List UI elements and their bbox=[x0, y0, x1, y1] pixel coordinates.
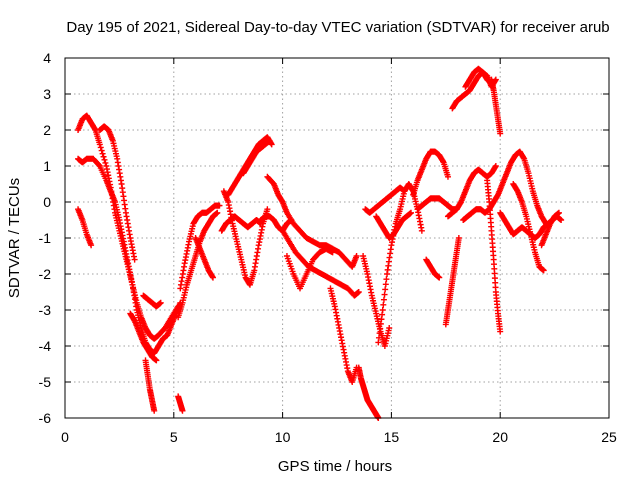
data-point bbox=[436, 274, 443, 281]
series-s28 bbox=[442, 235, 462, 328]
data-point bbox=[353, 253, 360, 259]
data-point bbox=[455, 235, 462, 241]
data-point bbox=[101, 156, 108, 163]
series-s17 bbox=[264, 173, 360, 270]
series-s21 bbox=[355, 364, 382, 421]
series-s6 bbox=[127, 310, 160, 364]
data-point bbox=[492, 163, 499, 169]
data-point bbox=[407, 209, 414, 216]
x-axis-label: GPS time / hours bbox=[278, 458, 392, 475]
data-points bbox=[75, 65, 565, 421]
series-s30 bbox=[444, 163, 499, 220]
series-s33 bbox=[488, 76, 504, 137]
series-s24 bbox=[362, 184, 408, 216]
series-s15 bbox=[218, 213, 264, 234]
data-point bbox=[382, 281, 389, 288]
data-point bbox=[100, 153, 107, 160]
data-point bbox=[264, 206, 271, 213]
series-s34 bbox=[484, 177, 504, 335]
series-s23 bbox=[375, 181, 425, 346]
y-tick-label: -5 bbox=[39, 374, 52, 390]
data-point bbox=[555, 209, 562, 216]
data-point bbox=[386, 325, 393, 331]
data-point bbox=[88, 242, 95, 249]
data-point bbox=[209, 274, 216, 281]
y-tick-label: -3 bbox=[39, 302, 52, 318]
series-s8 bbox=[175, 393, 186, 414]
series-s38 bbox=[538, 209, 562, 249]
y-tick-label: 1 bbox=[43, 158, 51, 174]
data-point bbox=[96, 141, 103, 148]
series-s2 bbox=[75, 155, 182, 342]
data-point bbox=[179, 407, 186, 414]
series-s18 bbox=[279, 227, 362, 299]
data-point bbox=[497, 328, 504, 335]
y-tick-label: -2 bbox=[39, 266, 52, 282]
series-s35 bbox=[460, 148, 549, 227]
y-tick-label: -6 bbox=[39, 410, 52, 426]
series-s26 bbox=[414, 195, 460, 213]
data-point bbox=[157, 299, 164, 306]
data-point bbox=[95, 161, 102, 168]
series-s7 bbox=[142, 357, 158, 414]
data-point bbox=[558, 217, 565, 223]
series-s20 bbox=[327, 285, 360, 385]
x-tick-label: 5 bbox=[170, 429, 178, 445]
series-s27 bbox=[410, 148, 451, 198]
data-point bbox=[102, 159, 109, 166]
data-point bbox=[151, 407, 158, 414]
x-tick-label: 25 bbox=[601, 429, 617, 445]
data-point bbox=[98, 147, 105, 154]
data-point bbox=[381, 291, 388, 298]
series-s19 bbox=[283, 245, 336, 292]
data-point bbox=[401, 188, 408, 195]
data-point bbox=[355, 289, 362, 295]
y-axis-label: SDTVAR / TECUs bbox=[6, 178, 23, 298]
chart-title: Day 195 of 2021, Sidereal Day-to-day VTE… bbox=[66, 19, 609, 36]
data-point bbox=[97, 144, 104, 151]
series-s16 bbox=[257, 213, 295, 234]
data-point bbox=[540, 267, 547, 274]
series-s37 bbox=[510, 181, 547, 274]
data-point bbox=[329, 249, 336, 256]
y-tick-label: 0 bbox=[43, 194, 51, 210]
x-tick-label: 15 bbox=[384, 429, 400, 445]
series-s22 bbox=[360, 253, 393, 349]
data-point bbox=[99, 150, 106, 157]
series-s29 bbox=[423, 256, 443, 281]
series-s14 bbox=[240, 137, 273, 177]
data-point bbox=[268, 141, 275, 148]
data-point bbox=[216, 202, 223, 209]
data-point bbox=[380, 296, 387, 303]
data-point bbox=[497, 130, 504, 137]
data-point bbox=[418, 227, 425, 234]
data-point bbox=[266, 137, 273, 144]
data-point bbox=[444, 173, 451, 180]
x-tick-label: 10 bbox=[275, 429, 291, 445]
series-s9 bbox=[177, 202, 223, 292]
x-tick-label: 20 bbox=[492, 429, 508, 445]
data-point bbox=[383, 276, 390, 283]
data-point bbox=[131, 256, 138, 263]
data-point bbox=[153, 357, 160, 364]
series-s4 bbox=[75, 206, 95, 249]
data-point bbox=[382, 286, 389, 293]
series-s11 bbox=[192, 235, 216, 281]
y-tick-label: 2 bbox=[43, 122, 51, 138]
series-s25 bbox=[373, 209, 414, 241]
data-point bbox=[380, 301, 387, 308]
y-tick-label: 3 bbox=[43, 86, 51, 102]
series-s10 bbox=[175, 209, 221, 321]
data-point bbox=[379, 307, 386, 313]
series-s5 bbox=[140, 292, 164, 310]
y-tick-label: -4 bbox=[39, 338, 52, 354]
data-point bbox=[214, 209, 221, 216]
series-s3 bbox=[96, 123, 138, 263]
y-tick-label: -1 bbox=[39, 230, 52, 246]
y-tick-label: 4 bbox=[43, 50, 51, 66]
x-tick-label: 0 bbox=[61, 429, 69, 445]
